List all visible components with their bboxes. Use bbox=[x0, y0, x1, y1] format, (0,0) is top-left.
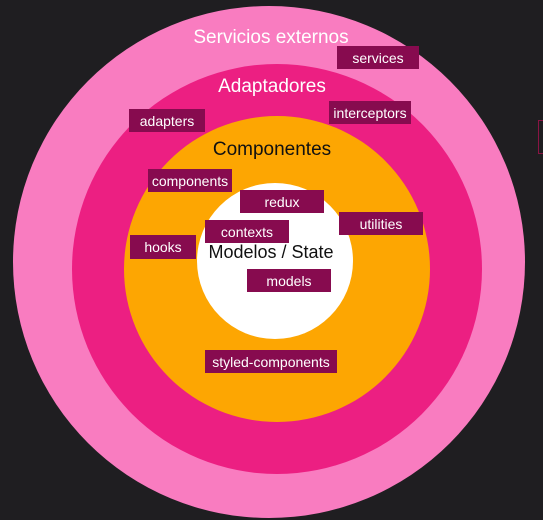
styled-components-tag: styled-components bbox=[205, 350, 337, 373]
models-tag: models bbox=[247, 269, 331, 292]
external-services-label: Servicios externos bbox=[193, 27, 349, 48]
contexts-tag: contexts bbox=[205, 220, 289, 243]
adapters-tag: adapters bbox=[129, 109, 205, 132]
adapters-label: Adaptadores bbox=[218, 76, 326, 97]
components-label: Componentes bbox=[212, 139, 332, 160]
edge-frame-mark bbox=[538, 120, 543, 154]
interceptors-tag: interceptors bbox=[329, 101, 411, 124]
components-tag: components bbox=[148, 169, 232, 192]
redux-tag: redux bbox=[240, 190, 324, 213]
utilities-tag: utilities bbox=[339, 212, 423, 235]
hooks-tag: hooks bbox=[130, 235, 196, 259]
services-tag: services bbox=[337, 46, 419, 69]
models-state-label: Modelos / State bbox=[208, 242, 334, 262]
